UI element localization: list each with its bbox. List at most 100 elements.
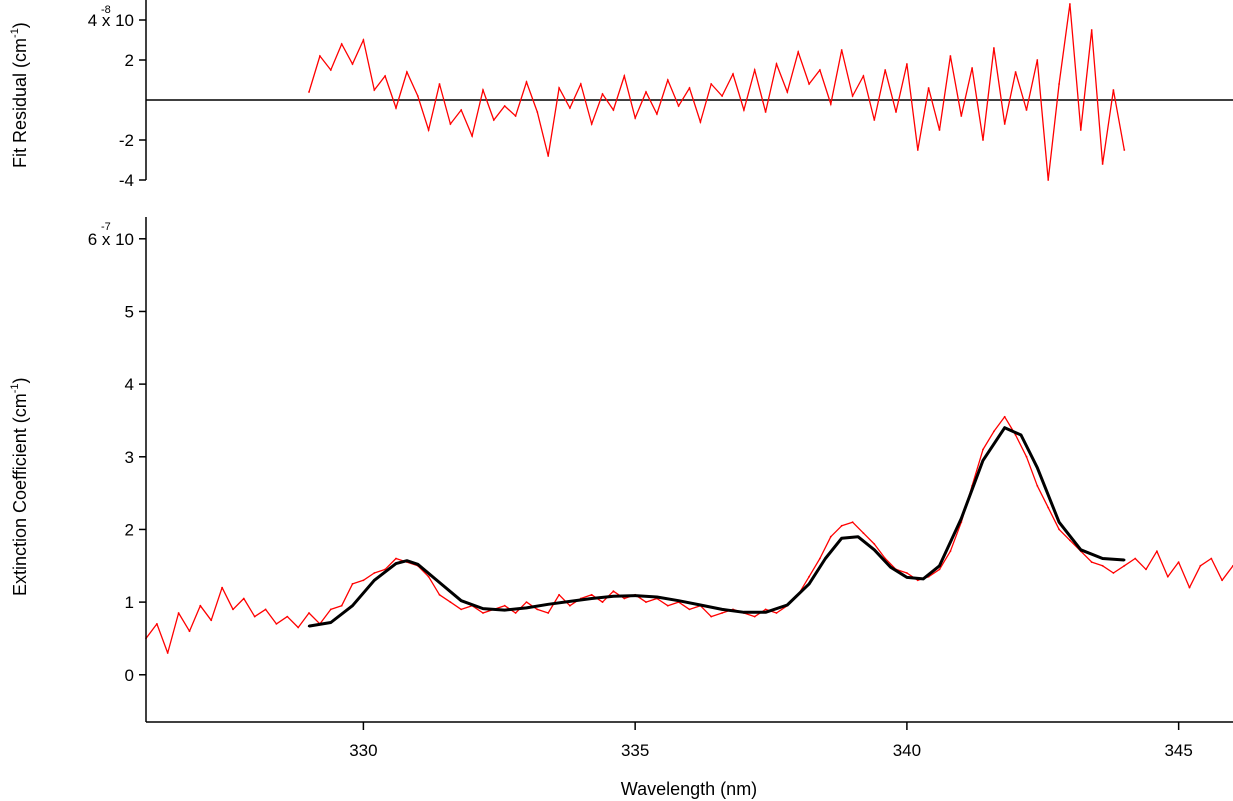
extinction-data-point <box>906 572 908 574</box>
residual-point <box>1047 179 1050 181</box>
extinction-x-tick-label: 345 <box>1164 741 1192 760</box>
extinction-data-point <box>438 593 441 596</box>
x-axis-title: Wavelength (nm) <box>621 779 757 799</box>
extinction-data-point <box>949 550 952 553</box>
fit-curve-point <box>590 597 593 600</box>
residual-y-tick-label: 2 <box>125 51 134 70</box>
extinction-y-tick-label: 1 <box>125 593 134 612</box>
residual-point <box>710 83 713 85</box>
residual-point <box>840 49 843 51</box>
residual-point <box>786 91 789 93</box>
residual-point <box>1025 109 1028 111</box>
extinction-data-point <box>199 604 202 607</box>
fit-curve-point <box>351 604 354 607</box>
residual-point <box>797 51 800 53</box>
residual-point <box>938 129 941 131</box>
fit-curve-point <box>547 603 550 606</box>
fit-curve-point <box>568 600 572 603</box>
extinction-data-point <box>1112 572 1115 574</box>
fit-curve-point <box>938 564 941 567</box>
extinction-data-point <box>253 615 256 618</box>
extinction-y-axis-title: Extinction Coefficient (cm-1) <box>9 377 30 596</box>
residual-point <box>808 83 810 85</box>
extinction-y-tick-label: 4 <box>125 375 134 394</box>
extinction-data-point <box>721 612 723 614</box>
fit-curve-point <box>329 621 332 624</box>
fit-curve-point <box>824 557 827 560</box>
residual-point <box>1112 89 1115 91</box>
residual-point <box>1036 59 1039 61</box>
extinction-data-point <box>1058 528 1060 531</box>
residual-y-title-sup: -1 <box>9 28 21 38</box>
extinction-data-point <box>612 590 615 593</box>
residual-point <box>449 123 452 125</box>
extinction-data-point <box>482 612 484 614</box>
residual-point <box>579 83 582 85</box>
residual-point <box>362 39 365 41</box>
residual-point <box>590 123 593 125</box>
extinction-data-point <box>1014 434 1017 436</box>
extinction-y-title-close: ) <box>10 377 30 383</box>
extinction-x-tick-label: 335 <box>621 741 649 760</box>
extinction-data-point <box>242 597 245 600</box>
extinction-data-point <box>558 593 560 596</box>
residual-point <box>460 109 463 111</box>
extinction-data-point <box>601 601 604 603</box>
fit-curve-point <box>1019 433 1023 437</box>
extinction-data-point <box>775 612 778 614</box>
residual-y-axis-title: Fit Residual (cm-1) <box>9 22 30 168</box>
fit-curve-point <box>394 562 398 565</box>
fit-curve-point <box>889 566 892 569</box>
extinction-data-point <box>623 597 626 600</box>
residual-point <box>993 47 995 49</box>
fit-curve-point <box>1036 466 1039 469</box>
extinction-data-point <box>993 430 995 433</box>
residual-point <box>721 95 723 97</box>
residual-plot-area <box>146 3 1233 181</box>
fit-curve-point <box>677 599 680 602</box>
fit-curve-point <box>1003 426 1006 429</box>
extinction-data-point <box>536 608 539 611</box>
fit-curve-point <box>438 581 441 584</box>
residual-point <box>536 111 539 113</box>
extinction-data-point <box>395 557 397 560</box>
extinction-data-point <box>286 615 289 618</box>
residual-point <box>384 75 386 77</box>
extinction-data-point <box>264 608 267 611</box>
extinction-y-title-sup: -1 <box>9 383 21 393</box>
residual-point <box>743 109 745 111</box>
residual-point <box>406 71 408 73</box>
extinction-data-point <box>710 615 713 618</box>
residual-panel: -4 -2 2 4 x 10 -8 Fit Residual (cm-1) <box>9 0 1233 190</box>
fit-curve-point <box>960 517 963 520</box>
fit-curve-point <box>905 576 909 579</box>
residual-y-tick-label: 4 x 10 <box>88 11 134 30</box>
extinction-data-point <box>851 521 854 524</box>
residual-point <box>634 117 637 119</box>
extinction-data-point <box>1156 550 1158 553</box>
residual-point <box>601 93 604 95</box>
extinction-y-tick-label: 2 <box>125 520 134 539</box>
residual-point <box>666 79 669 81</box>
residual-point <box>351 63 354 65</box>
extinction-x-tick-label: 330 <box>349 741 377 760</box>
fit-curve-point <box>416 563 419 566</box>
residual-point <box>732 73 734 75</box>
residual-point <box>699 121 702 123</box>
residual-point <box>949 55 952 57</box>
extinction-data-point <box>221 586 224 589</box>
extinction-data-point <box>308 612 310 614</box>
fit-curve-point <box>634 594 637 597</box>
extinction-tick-exponent: -7 <box>101 221 111 233</box>
residual-point <box>895 111 897 113</box>
extinction-data-point <box>166 652 169 654</box>
extinction-data-point <box>1047 506 1050 509</box>
fit-curve-point <box>840 537 843 540</box>
extinction-data-point <box>819 557 821 560</box>
fit-curve-point <box>699 603 702 607</box>
fit-curve-point <box>873 548 876 551</box>
residual-point <box>927 87 930 89</box>
residual-point <box>656 113 658 115</box>
extinction-data-point <box>525 601 528 603</box>
